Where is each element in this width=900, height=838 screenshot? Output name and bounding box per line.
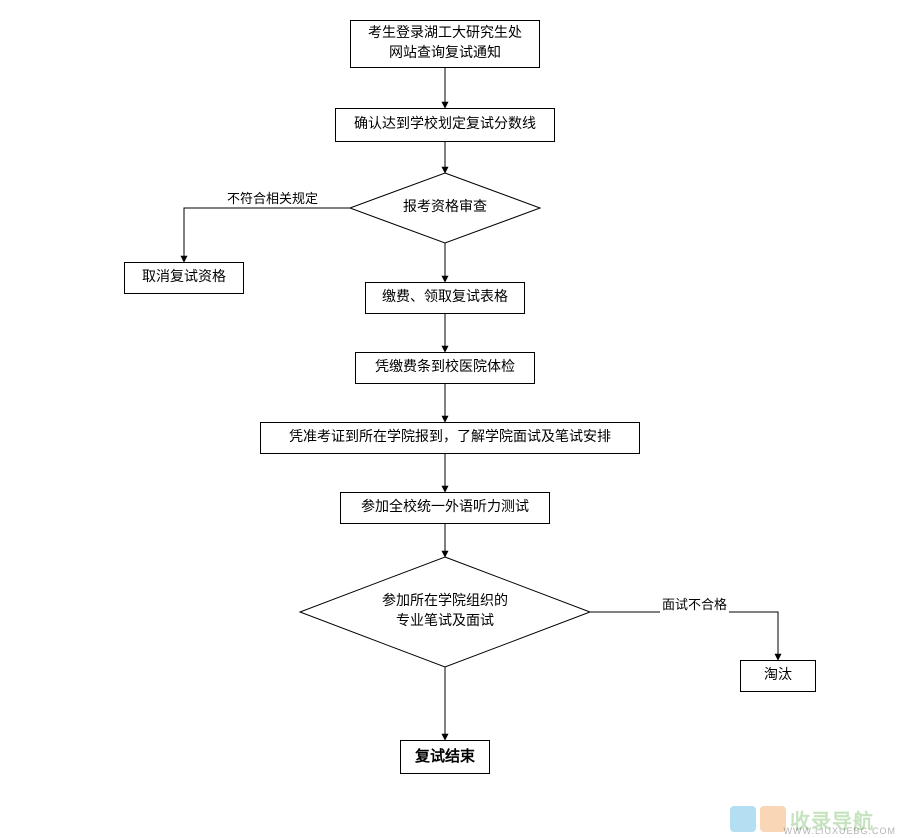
- node-n7: 参加全校统一外语听力测试: [340, 492, 550, 524]
- node-n2: 确认达到学校划定复试分数线: [335, 108, 555, 142]
- edge-label-n8-n8b: 面试不合格: [660, 594, 729, 613]
- diamond-n8: [300, 557, 590, 667]
- edge-n8-n8b: [590, 612, 778, 660]
- watermark-square-2: [760, 806, 786, 832]
- watermark-url: WWW.LIUXUEBG.COM: [784, 826, 897, 836]
- node-n9: 复试结束: [400, 740, 490, 774]
- edge-n3-n3b: [184, 208, 350, 262]
- node-n8b: 淘汰: [740, 660, 816, 692]
- node-n4: 缴费、领取复试表格: [365, 282, 525, 314]
- edge-label-n3-n3b: 不符合相关规定: [225, 188, 320, 207]
- node-n1: 考生登录湖工大研究生处网站查询复试通知: [350, 20, 540, 68]
- node-n6: 凭准考证到所在学院报到，了解学院面试及笔试安排: [260, 422, 640, 454]
- diamond-n3: [350, 173, 540, 243]
- node-n5: 凭缴费条到校医院体检: [355, 352, 535, 384]
- watermark-square-1: [730, 806, 756, 832]
- node-n3b: 取消复试资格: [124, 262, 244, 294]
